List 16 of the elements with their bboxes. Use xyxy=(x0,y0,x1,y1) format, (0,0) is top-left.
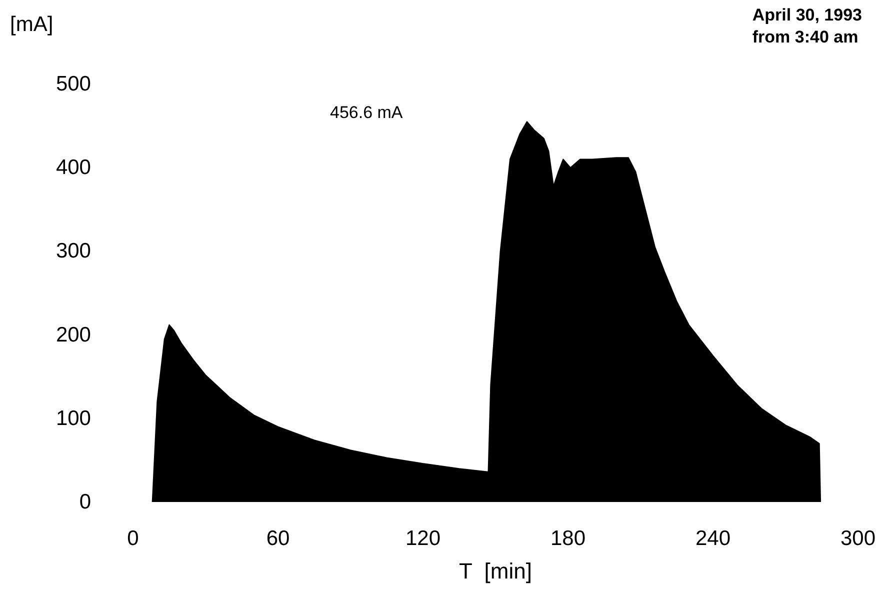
text: April 30, 1993 from 3:40 am xyxy=(752,6,862,46)
y-tick-label: 300 xyxy=(56,240,91,263)
annotation: 456.6 mA xyxy=(330,103,404,122)
x-axis-title: T [min] xyxy=(459,558,532,584)
x-tick-label: 0 xyxy=(127,527,139,550)
y-tick-label: 400 xyxy=(56,156,91,180)
y-axis-title: [mA] xyxy=(10,13,54,36)
x-tick-label: 120 xyxy=(405,527,441,550)
y-tick-label: 0 xyxy=(79,490,91,514)
x-tick-label: 300 xyxy=(840,527,876,550)
x-tick-label: 60 xyxy=(266,527,290,550)
y-tick-label: 500 xyxy=(56,72,91,96)
y-tick-label: 100 xyxy=(56,406,91,430)
x-tick-label: 240 xyxy=(695,527,731,550)
x-tick-label: 180 xyxy=(550,527,586,550)
y-tick-label: 200 xyxy=(56,323,91,346)
